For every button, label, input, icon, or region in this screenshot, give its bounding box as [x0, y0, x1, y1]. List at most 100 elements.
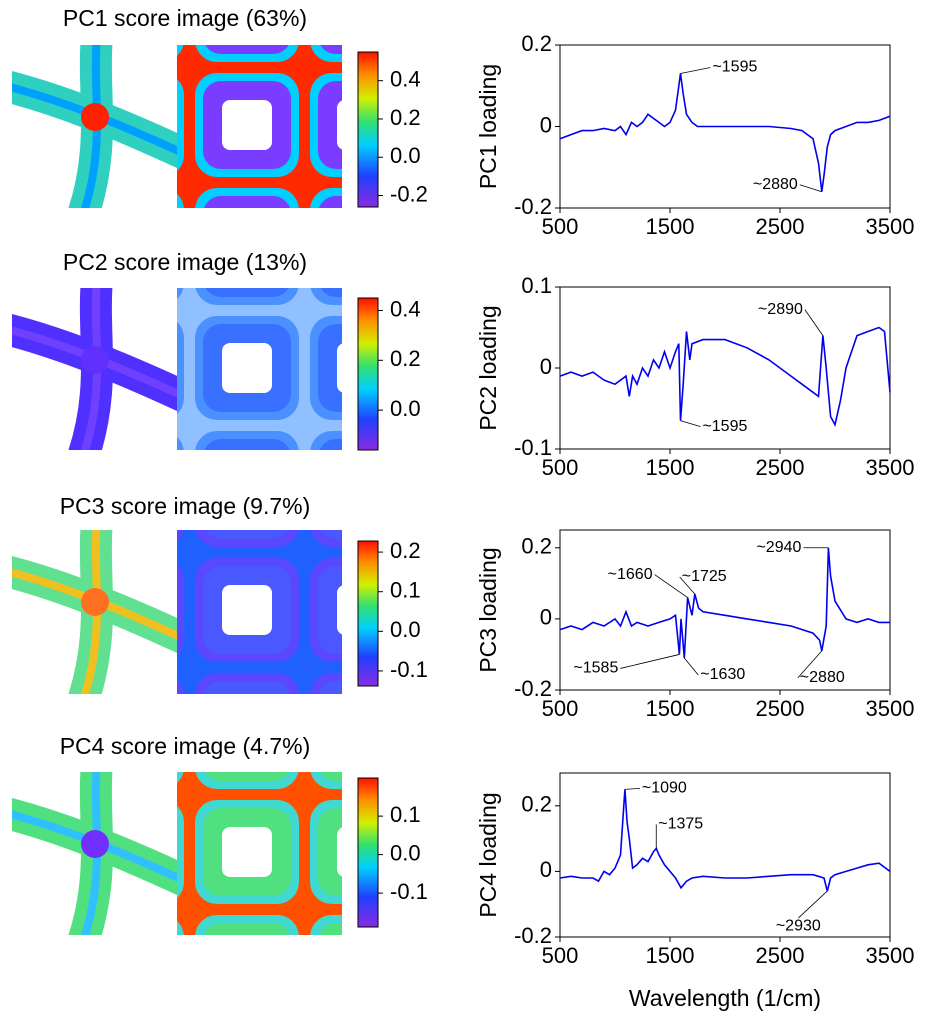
- cell-inner: [318, 324, 342, 412]
- y-tick-label: 0: [540, 857, 552, 882]
- junction: [81, 830, 109, 858]
- lumen: [337, 712, 387, 762]
- lumen: [337, 458, 387, 508]
- cell: [177, 805, 184, 899]
- cell: [177, 920, 184, 935]
- cell-inner: [205, 288, 289, 297]
- y-tick-label: 0: [540, 112, 552, 137]
- image-title: PC3 score image (9.7%): [60, 493, 311, 519]
- cell-inner: [204, 439, 290, 450]
- cell-inner: [320, 288, 342, 297]
- x-tick-label: 2500: [756, 696, 805, 721]
- loading-line: [559, 547, 890, 659]
- score-image-left: [12, 45, 177, 208]
- colorbar-tick-label: -0.2: [390, 181, 428, 206]
- y-tick-label: 0: [540, 605, 552, 630]
- lumen: [337, 228, 387, 278]
- plot-frame: [559, 772, 891, 938]
- colorbar-tick-label: 0.0: [390, 617, 421, 642]
- x-tick-label: 1500: [646, 214, 695, 239]
- x-tick-label: 500: [542, 455, 579, 480]
- colorbar: [357, 777, 379, 928]
- annotation: ~1090: [642, 780, 687, 797]
- colorbar-tick-label: 0.2: [390, 538, 421, 563]
- x-tick-label: 1500: [646, 696, 695, 721]
- cell-inner: [318, 81, 342, 169]
- x-tick-label: 3500: [866, 696, 915, 721]
- annotation: ~1630: [700, 666, 745, 683]
- annotation-leader: [683, 657, 699, 676]
- x-tick-label: 500: [542, 214, 579, 239]
- colorbar-tick-label: -0.1: [390, 879, 428, 904]
- cell-inner: [205, 772, 289, 781]
- lumen: [337, 942, 387, 992]
- image-title: PC4 score image (4.7%): [60, 733, 311, 759]
- annotation: ~2930: [776, 917, 821, 934]
- junction: [81, 346, 109, 374]
- lumen: [337, 343, 342, 393]
- junction: [81, 588, 109, 616]
- lumen: [222, 585, 272, 635]
- x-tick-label: 2500: [756, 214, 805, 239]
- lumen: [222, 343, 272, 393]
- y-tick-label: -0.1: [514, 435, 552, 460]
- lumen: [337, 585, 342, 635]
- x-tick-label: 500: [542, 696, 579, 721]
- cell: [177, 193, 184, 208]
- score-image-left: [12, 772, 177, 935]
- loading-line: [559, 73, 891, 192]
- cell-inner: [88, 923, 176, 1011]
- y-axis-label: PC3 loading: [475, 547, 501, 672]
- y-tick-label: 0: [540, 354, 552, 379]
- annotation-leader: [624, 788, 640, 790]
- image-title: PC1 score image (63%): [63, 5, 307, 31]
- x-tick-label: 500: [542, 943, 579, 968]
- image-title: PC2 score image (13%): [63, 249, 307, 275]
- lumen: [222, 100, 272, 150]
- y-axis-label: PC4 loading: [475, 792, 501, 917]
- annotation-leader: [680, 67, 711, 74]
- colorbar: [357, 540, 379, 687]
- cell-inner: [318, 681, 342, 694]
- y-tick-label: -0.2: [514, 194, 552, 219]
- annotation: ~2890: [758, 301, 803, 318]
- x-tick-label: 2500: [756, 943, 805, 968]
- annotation-leader: [804, 309, 824, 336]
- score-image-right: [177, 470, 387, 694]
- score-image-left: [12, 288, 177, 450]
- cell: [177, 78, 184, 172]
- annotation: ~1660: [608, 566, 653, 583]
- score-image-right: [177, 228, 387, 508]
- lumen: [337, 100, 342, 150]
- annotation: ~1585: [573, 660, 618, 677]
- loading-line: [559, 326, 891, 427]
- cell: [177, 288, 184, 300]
- colorbar-tick-label: 0.2: [390, 346, 421, 371]
- lumen: [222, 827, 272, 877]
- cell: [177, 436, 184, 450]
- score-image-right: [177, 0, 387, 208]
- annotation-leader: [679, 576, 696, 595]
- colorbar-tick-label: 0.4: [390, 67, 421, 92]
- cell-inner: [318, 808, 342, 896]
- annotation-leader: [797, 650, 823, 679]
- annotation-leader: [654, 574, 688, 598]
- cell: [177, 321, 184, 415]
- lumen: [337, 827, 342, 877]
- annotation: ~1375: [658, 816, 703, 833]
- annotation: ~2880: [800, 669, 845, 686]
- annotation: ~2940: [756, 539, 801, 556]
- lumen: [337, 0, 387, 35]
- lumen: [337, 470, 387, 520]
- y-axis-label: PC1 loading: [475, 64, 501, 189]
- lumen: [222, 942, 272, 992]
- x-tick-label: 1500: [646, 455, 695, 480]
- cell-inner: [205, 45, 289, 54]
- cell: [177, 772, 184, 784]
- cell: [177, 678, 184, 694]
- y-tick-label: 0.1: [521, 273, 552, 298]
- annotation-leader: [798, 890, 828, 919]
- cell-inner: [205, 530, 289, 539]
- y-tick-label: -0.2: [514, 676, 552, 701]
